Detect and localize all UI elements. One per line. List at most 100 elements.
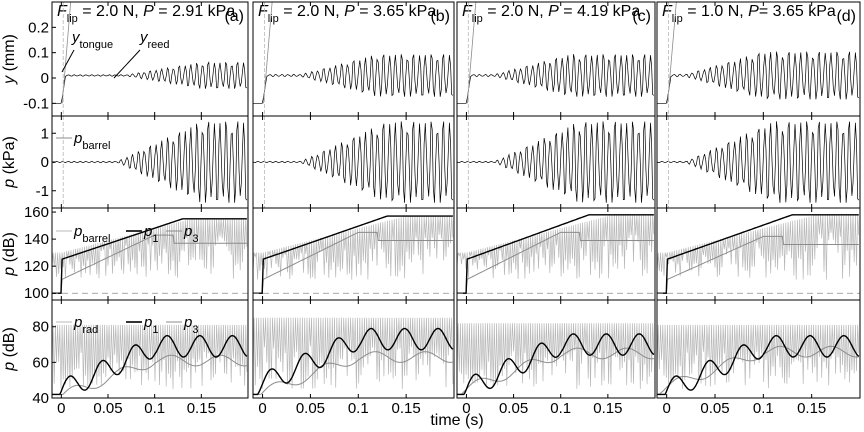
- plot-area: [657, 214, 860, 294]
- series-p1: [52, 334, 248, 396]
- plot-area: [52, 116, 248, 208]
- series-p3: [253, 231, 453, 294]
- panel-r3-c2: [456, 299, 656, 399]
- x-tick-label: 0.05: [499, 400, 528, 417]
- plot-area: [52, 2, 248, 116]
- x-tick-label: 0.1: [550, 400, 571, 417]
- x-tick-label: 0.15: [392, 400, 421, 417]
- panel-r0-c1: (b): [252, 1, 455, 117]
- y-tick-label: 0: [41, 154, 49, 171]
- plot-area: [457, 2, 655, 116]
- y-tick-label: 140: [24, 231, 49, 248]
- series-p3: [657, 235, 859, 294]
- plot-area: [52, 324, 248, 396]
- row-ylabel-0: y (mm): [1, 34, 18, 85]
- series-p3: [52, 234, 247, 294]
- y-tick-label: 40: [32, 390, 49, 407]
- annotation-y-reed: yreed: [139, 29, 170, 51]
- panel-r2-c3: [656, 207, 861, 301]
- x-tick-labels: 0 0.05 0.1 0.15 0 0.05 0.1 0.15 0 0.05 0.1 0.15 0 0.0…: [57, 400, 826, 417]
- panel-frame: [51, 299, 249, 399]
- y-tick-label: 0: [41, 70, 49, 87]
- legend-item-row4-0: prad: [73, 314, 98, 336]
- panel-r3-c3: [656, 299, 861, 399]
- panel-frame: [252, 299, 455, 399]
- y-tick-label: 1: [41, 125, 49, 142]
- y-tick-label: 60: [32, 354, 49, 371]
- series-p1: [52, 218, 247, 294]
- x-tick-label: 0.1: [348, 400, 369, 417]
- series-p1: [657, 214, 859, 294]
- series-y-reed: [457, 54, 655, 104]
- series-p-rad: [457, 323, 655, 390]
- panel-frame: [656, 299, 861, 399]
- series-y-reed: [253, 54, 454, 104]
- panel-r1-c0: -1 0 1: [36, 115, 249, 209]
- x-tick-label: 0.15: [187, 400, 216, 417]
- panel-r2-c1: [252, 207, 455, 301]
- series-y-tongue: [263, 2, 273, 104]
- series-p-rad: [253, 317, 454, 390]
- row-ylabel-2: p (dB): [1, 232, 18, 277]
- y-tick-label: 100: [24, 285, 49, 302]
- panel-r2-c0: 100 120 140 160: [24, 204, 249, 302]
- panel-r3-c0: 40 60 80: [32, 299, 249, 407]
- panel-label: (c): [632, 8, 651, 25]
- series-y-tongue: [61, 2, 72, 104]
- x-tick-label: 0: [258, 400, 266, 417]
- row-ylabel-3: p (dB): [1, 327, 18, 372]
- series-y-tongue: [466, 2, 477, 104]
- series-p-barrel: [657, 121, 860, 203]
- legend-item-row3-2: p3: [183, 223, 198, 245]
- panel-r0-c2: (c): [456, 1, 656, 117]
- series-y-reed: [657, 51, 859, 104]
- series-p1: [457, 333, 655, 396]
- column-title-0: Flip = 2.0 N, P = 2.91 kPa: [57, 3, 235, 25]
- panel-label: (a): [224, 8, 244, 25]
- series-p1: [657, 334, 860, 396]
- series-p1: [457, 214, 654, 294]
- series-p-rad: [52, 324, 248, 390]
- row-ylabel-1: p (kPa): [1, 136, 18, 189]
- plot-area: [52, 218, 248, 294]
- legend-item-row2-0: pbarrel: [73, 130, 110, 152]
- plot-area: [657, 324, 860, 396]
- plot-area: [253, 215, 454, 294]
- y-tick-label: 0.1: [28, 45, 49, 62]
- column-title-3: Flip = 1.0 N, P= 3.65 kPa: [662, 3, 836, 25]
- y-tick-label: 160: [24, 204, 49, 221]
- series-p-rad: [657, 324, 860, 390]
- series-y-tongue: [667, 2, 677, 104]
- panel-label: (b): [430, 8, 450, 25]
- x-tick-label: 0.1: [144, 400, 165, 417]
- plot-area: [253, 317, 454, 396]
- x-tick-label: 0.1: [753, 400, 774, 417]
- series-p-barrel: [457, 121, 655, 203]
- series-p1: [253, 215, 453, 294]
- legend-item-row3-0: pbarrel: [73, 223, 110, 245]
- legend-item-row4-2: p3: [183, 314, 198, 336]
- plot-area: [253, 2, 454, 116]
- panel-label: (d): [836, 8, 856, 25]
- panel-r1-c2: [456, 115, 656, 209]
- x-axis-label: time (s): [430, 412, 483, 429]
- series-p1: [253, 327, 454, 396]
- plot-area: [457, 116, 655, 208]
- panel-r1-c3: [656, 115, 861, 209]
- y-tick-label: 0.2: [28, 19, 49, 36]
- y-tick-label: -1: [36, 183, 49, 200]
- panel-r1-c1: [252, 115, 455, 209]
- plot-area: [657, 2, 859, 116]
- x-tick-label: 0.15: [797, 400, 826, 417]
- plot-area: [253, 116, 454, 208]
- plot-area: [457, 323, 655, 396]
- panels: -0.1 0 0.1 0.2 (a) (b) (c) (d) -1 0 1 100 120 140 160 4…: [23, 1, 861, 407]
- column-title-2: Flip = 2.0 N, P = 4.19 kPa: [462, 3, 640, 25]
- row-ylabels: y (mm) p (kPa) p (dB) p (dB): [1, 34, 18, 372]
- panel-frame: [456, 299, 656, 399]
- annotation-arrow: [61, 49, 75, 73]
- y-tick-label: -0.1: [23, 95, 49, 112]
- y-tick-label: 120: [24, 258, 49, 275]
- x-tick-label: 0.05: [700, 400, 729, 417]
